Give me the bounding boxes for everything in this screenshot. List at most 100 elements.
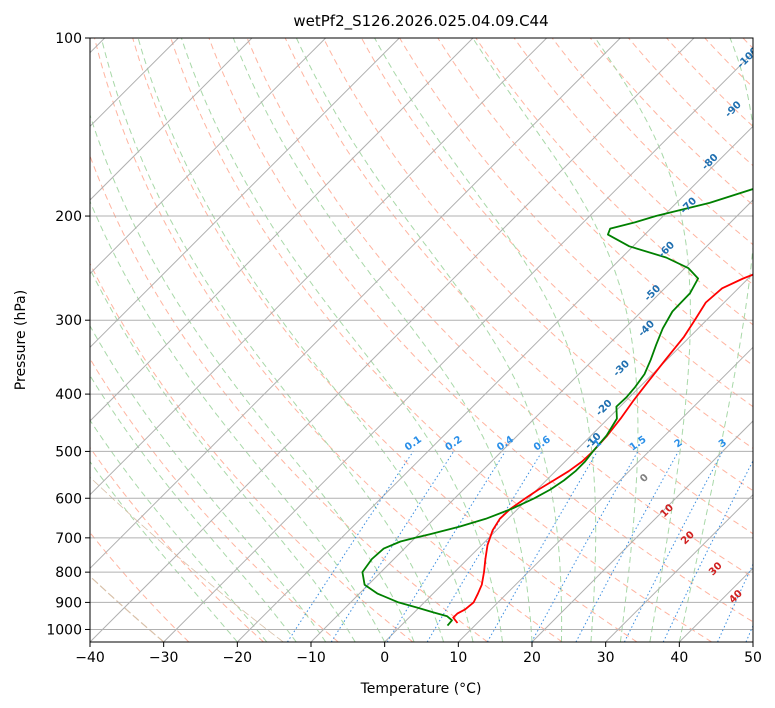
mixing-ratio-line [662,459,753,642]
height-label: -50 [643,283,664,304]
y-tick-label: 400 [55,387,82,403]
x-tick-label: 30 [597,650,615,666]
mixing-ratio-label: 2 [673,437,685,450]
dry-adiabat-line [90,446,264,642]
dry-adiabat-line [284,38,753,535]
dry-adiabat-line [170,38,712,642]
x-axis-label: Temperature (°C) [360,681,482,697]
moist-adiabat-line [90,113,415,642]
isotherm-line [236,125,753,642]
axes: −40 −30 −20 −10 0 10 20 30 40 5010009008007006005… [46,31,762,666]
x-tick-label: −40 [75,650,105,666]
dry-adiabat-line [322,38,753,492]
temperature-label: 0 [638,472,651,485]
y-tick-label: 800 [55,565,82,581]
moist-adiabat-line [295,38,563,642]
dry-adiabat-line [90,154,488,642]
moist-adiabat-line [594,38,691,642]
mixing-ratio-line [386,451,506,642]
moist-adiabat-line [232,38,533,642]
dry-adiabat-line [246,38,753,578]
dry-adiabat-line [589,38,753,206]
y-tick-label: 1000 [46,622,82,638]
moist-adiabat-line [90,460,238,642]
x-tick-label: −10 [296,650,326,666]
dry-adiabat-line [90,357,339,642]
mixing-ratio-line [426,451,543,642]
mixing-ratio-label: 0.2 [444,434,465,453]
mixing-ratio-line [330,451,455,642]
moist-adiabat-line [137,38,474,642]
mixing-ratio-line [286,451,414,642]
isotherm-line [310,199,753,642]
guide-curve [90,476,284,642]
moist-adiabat-line [90,267,356,642]
mixing-ratio-label: 1.5 [628,434,649,453]
plot-frame [89,37,754,643]
mixing-ratio-line [745,624,753,642]
y-tick-label: 900 [55,595,82,611]
dry-adiabat-line [551,38,753,246]
background-lines [90,38,753,642]
mixing-ratio-label: 3 [717,437,729,450]
moist-adiabat-line [100,38,445,642]
chart-title: wetPf2_S126.2026.025.04.09.C44 [293,12,548,31]
isotherm-line [90,38,327,275]
dry-adiabat-line [666,38,753,128]
x-tick-label: 50 [744,650,762,666]
dry-adiabat-line [437,38,753,367]
dry-adiabat-line [742,38,753,49]
isotherm-line [90,38,621,570]
isotherm-line [90,38,695,642]
height-label: -30 [611,359,632,380]
height-label: -60 [657,240,678,261]
mixing-ratio-line [531,451,639,642]
dry-adiabat-line [475,38,753,326]
temperature-profile-line [452,273,753,624]
mixing-ratio-line [717,563,753,642]
x-tick-label: 0 [380,650,389,666]
mixing-ratio-line [575,451,679,642]
isotherm-line [752,641,753,642]
moist-adiabat-line [90,374,297,642]
isotherm-line [605,493,753,642]
isotherm-line [90,38,474,422]
dry-adiabat-line [132,38,638,642]
profile-lines [361,187,753,627]
mixing-ratio-label: 0.1 [403,434,424,453]
x-tick-label: 10 [449,650,467,666]
isotherm-line [531,420,753,642]
height-label: -90 [723,99,744,120]
y-tick-label: 100 [55,31,82,47]
isotherm-line [163,51,753,642]
y-axis-label: Pressure (hPa) [13,290,29,390]
y-tick-label: 300 [55,313,82,329]
isotherm-line [90,38,400,349]
isotherm-line [90,38,253,201]
moist-adiabat-line [90,324,327,642]
x-tick-label: −30 [149,650,179,666]
mixing-ratio-label: 4 [752,437,764,450]
y-tick-label: 600 [55,491,82,507]
dry-adiabat-line [513,38,753,286]
dry-adiabat-line [704,38,753,88]
y-tick-label: 200 [55,209,82,225]
isotherm-line [384,272,753,642]
height-label: -100 [736,45,762,71]
dewpoint-profile-line [361,187,753,627]
x-tick-label: 20 [523,650,541,666]
mixing-ratio-label: 0.6 [532,434,553,453]
contour-labels: -100-90-80-70-60-50-40-30-20-100.1 0.2 0.4… [403,45,764,605]
temperature-label: 20 [679,529,697,547]
moist-adiabat-line [678,38,753,642]
isotherm-line [457,346,753,642]
dry-adiabat-line [94,38,563,642]
height-label: -40 [637,319,658,340]
x-tick-label: −20 [223,650,253,666]
height-label: -80 [700,152,721,173]
mixing-ratio-line [623,451,724,642]
y-tick-label: 700 [55,531,82,547]
height-label: -70 [679,196,700,217]
temperature-label: 30 [707,560,725,578]
